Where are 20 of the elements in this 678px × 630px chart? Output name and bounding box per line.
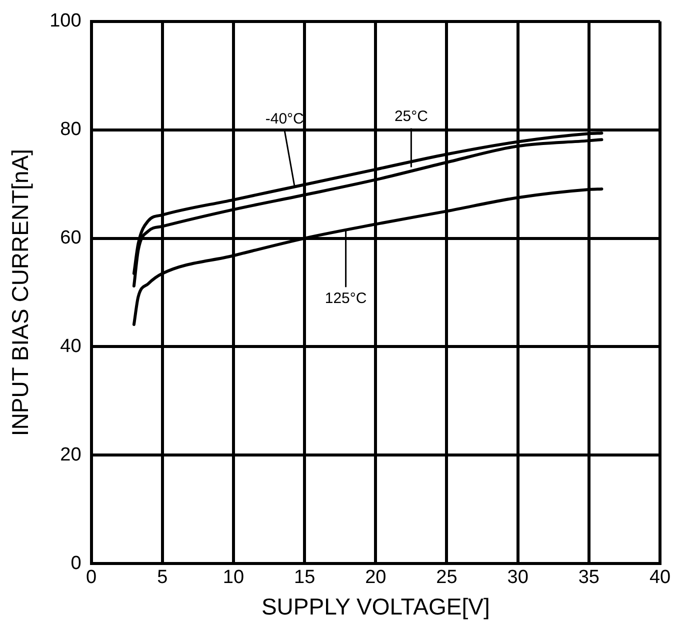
x-axis-title: SUPPLY VOLTAGE[V] [261,594,490,620]
x-tick-label: 30 [507,567,528,588]
y-tick-label: 100 [50,10,82,32]
x-tick-label: 35 [578,567,600,588]
x-tick-label: 40 [649,567,671,588]
x-tick-label: 20 [365,567,386,588]
y-tick-label: 60 [60,228,82,249]
y-tick-label: 20 [60,444,82,466]
y-tick-label: 40 [60,336,82,357]
x-tick-label: 0 [86,567,97,588]
y-tick-label: 80 [60,119,82,140]
x-tick-label: 15 [294,567,316,588]
annotation: 25°C [394,108,428,125]
x-tick-label: 5 [157,567,168,588]
y-axis-title: INPUT BIAS CURRENT[nA] [7,148,34,436]
y-tick-label: 0 [70,552,82,574]
x-tick-label: 10 [222,567,244,588]
x-tick-label: 25 [436,567,458,588]
annotation: 125°C [324,290,367,307]
annotation: -40°C [265,110,304,128]
